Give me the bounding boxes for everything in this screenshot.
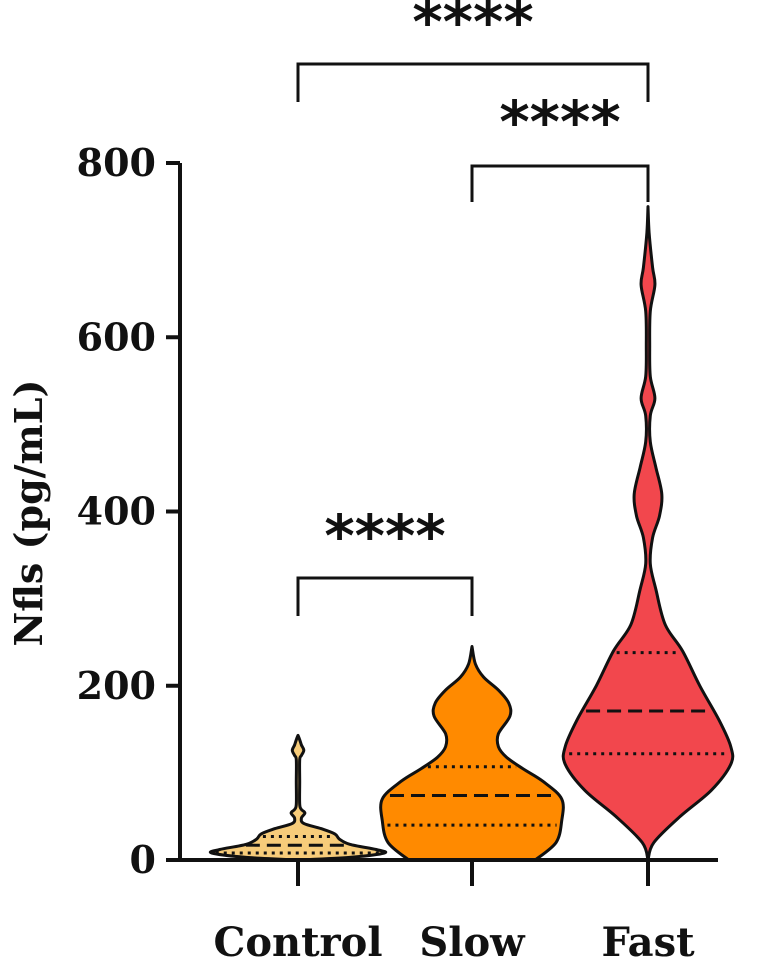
y-tick-label: 600 [77, 314, 156, 359]
significance-label: **** [499, 88, 620, 156]
x-ticks: Control Slow Fast [213, 860, 695, 961]
violin-body-fast [561, 205, 735, 862]
significance-bracket [296, 576, 474, 616]
y-tick-label: 200 [77, 663, 156, 708]
violins-layer [208, 205, 735, 862]
y-tick-label: 400 [77, 489, 156, 534]
significance-label: **** [412, 0, 533, 56]
violin-control [208, 733, 388, 862]
violin-fast [561, 205, 735, 862]
significance-brackets: **** **** **** [296, 0, 650, 616]
significance-label: **** [324, 502, 445, 570]
significance-bracket [296, 62, 650, 102]
x-tick-label-slow: Slow [419, 919, 526, 961]
x-tick-label-control: Control [213, 919, 382, 961]
violin-body-slow [379, 645, 565, 862]
y-tick-label: 800 [77, 140, 156, 185]
y-tick-label: 0 [130, 837, 156, 882]
x-tick-label-fast: Fast [601, 919, 695, 961]
violin-slow [379, 645, 565, 862]
y-ticks: 0 200 400 600 800 [77, 140, 180, 882]
significance-bracket [470, 164, 650, 202]
y-axis-title: Nfls (pg/mL) [6, 380, 51, 647]
violin-body-control [208, 733, 388, 862]
